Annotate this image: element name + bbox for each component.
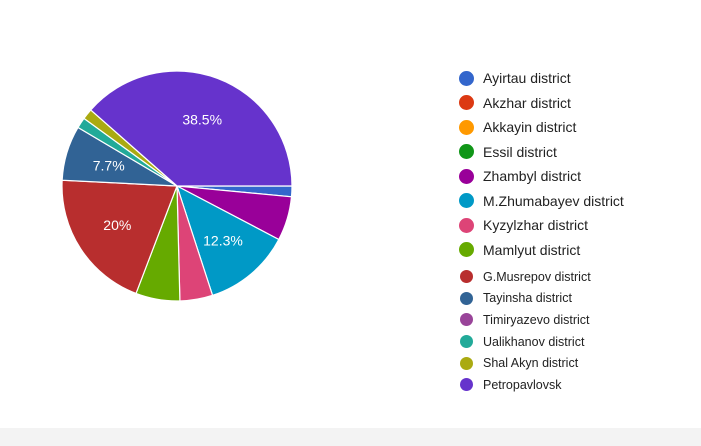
data-label-petropavlovsk: 38.5%	[182, 111, 222, 127]
legend-swatch-icon	[459, 119, 474, 135]
legend-swatch-icon	[460, 335, 473, 349]
legend-item-akzhar-district: Akzhar district	[459, 91, 699, 116]
legend-swatch-icon	[459, 242, 474, 258]
pie-slice-m-zhumabayev-district	[175, 184, 280, 297]
legend-swatch-icon	[460, 291, 473, 305]
legend-swatch-icon	[460, 378, 473, 392]
legend-item-kyzylzhar-district: Kyzylzhar district	[459, 213, 699, 238]
legend-label: Mamlyut district	[483, 241, 581, 258]
legend-label: Tayinsha district	[483, 291, 572, 306]
legend-label: Akzhar district	[483, 94, 571, 111]
legend-item-petropavlovsk: Petropavlovsk	[459, 374, 699, 396]
pie-slice-petropavlovsk	[89, 70, 293, 187]
legend-label: Petropavlovsk	[483, 377, 562, 392]
legend-item-m-zhumabayev-district: M.Zhumabayev district	[459, 189, 699, 214]
pie-slices	[61, 70, 293, 302]
legend-label: Ayirtau district	[483, 70, 571, 87]
legend-item-akkayin-district: Akkayin district	[459, 115, 699, 140]
data-label-g-musrepov-district: 20%	[103, 217, 131, 233]
legend-label: Essil district	[483, 143, 557, 160]
legend-label: Timiryazevo district	[483, 312, 590, 327]
legend-item-zhambyl-district: Zhambyl district	[459, 164, 699, 189]
legend-item-tayinsha-district: Tayinsha district	[459, 288, 699, 310]
legend-item-mamlyut-district: Mamlyut district	[459, 238, 699, 263]
legend-label: Zhambyl district	[483, 168, 582, 185]
footer-band	[0, 428, 701, 446]
legend-swatch-icon	[459, 217, 474, 233]
legend-swatch-icon	[459, 144, 474, 160]
legend-label: Akkayin district	[483, 119, 577, 136]
legend-item-timiryazevo-district: Timiryazevo district	[459, 309, 699, 331]
legend-swatch-icon	[459, 95, 474, 111]
legend-swatch-icon	[460, 313, 473, 327]
legend-item-essil-district: Essil district	[459, 140, 699, 165]
legend-item-g-musrepov-district: G.Musrepov district	[459, 266, 699, 288]
legend-label: M.Zhumabayev district	[483, 192, 624, 209]
legend-label: Ualikhanov district	[483, 334, 585, 349]
legend-swatch-icon	[459, 70, 474, 86]
legend-label: G.Musrepov district	[483, 269, 591, 284]
pie-data-labels: 38.5% 7.7% 20% 12.3%	[93, 111, 243, 248]
chart-legend: Ayirtau district Akzhar district Akkayin d…	[459, 66, 699, 396]
legend-swatch-icon	[460, 356, 473, 370]
data-label-tayinsha-district: 7.7%	[93, 158, 125, 174]
legend-item-ualikhanov-district: Ualikhanov district	[459, 331, 699, 353]
legend-item-shal-akyn-district: Shal Akyn district	[459, 352, 699, 374]
pie-slice-g-musrepov-district	[61, 179, 178, 295]
legend-label: Shal Akyn district	[483, 356, 579, 371]
legend-swatch-icon	[459, 193, 474, 209]
data-label-m-zhumabayev-district: 12.3%	[203, 233, 243, 249]
legend-swatch-icon	[460, 270, 473, 284]
legend-item-ayirtau-district: Ayirtau district	[459, 66, 699, 91]
legend-label: Kyzylzhar district	[483, 217, 589, 234]
legend-swatch-icon	[459, 168, 474, 184]
